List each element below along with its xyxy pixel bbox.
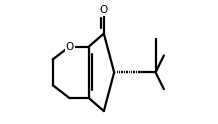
- Text: O: O: [65, 42, 74, 51]
- Text: O: O: [100, 5, 108, 15]
